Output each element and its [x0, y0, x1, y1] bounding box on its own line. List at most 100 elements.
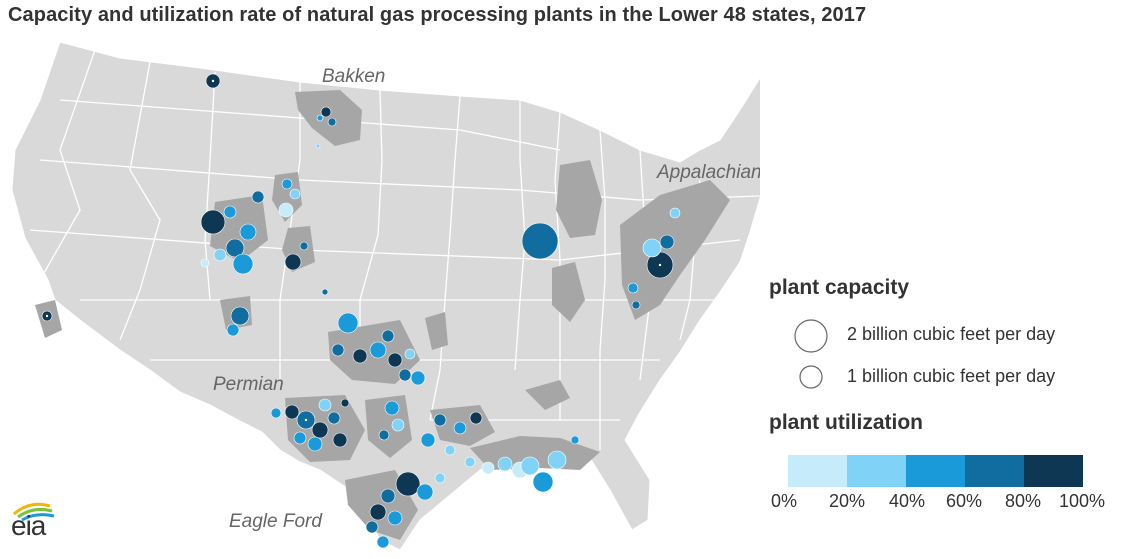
region-label-appalachian: Appalachian: [656, 162, 760, 183]
plant-marker: [281, 178, 293, 190]
map-title: Capacity and utilization rate of natural…: [8, 4, 867, 26]
plant-marker: [316, 114, 324, 122]
basin-illinois: [552, 262, 585, 322]
plant-marker: [453, 421, 467, 435]
plant-marker: [469, 411, 483, 425]
plant-marker: [420, 432, 436, 448]
eia-logo-text: eia: [11, 510, 46, 541]
plant-marker: [434, 472, 446, 484]
basin-black-warrior: [525, 380, 570, 410]
utilization-swatch: [906, 455, 965, 487]
plant-marker: [327, 411, 341, 425]
plant-marker: [365, 520, 379, 534]
legend-capacity-heading: plant capacity: [769, 276, 910, 299]
plant-marker: [381, 329, 395, 343]
capacity-circle-small: [799, 365, 823, 389]
plant-marker: [340, 398, 350, 408]
plant-marker: [284, 404, 300, 420]
plant-marker: [225, 238, 245, 258]
basin-fort-worth: [365, 395, 412, 458]
capacity-label-small: 1 billion cubic feet per day: [847, 366, 1056, 386]
plant-marker: [200, 209, 226, 235]
plant-marker: [378, 429, 390, 441]
plant-marker: [299, 241, 309, 251]
plant-marker: [331, 343, 345, 357]
basin-michigan: [556, 160, 602, 238]
plant-marker: [226, 323, 240, 337]
plant-marker: [380, 488, 396, 504]
plant-marker: [320, 106, 332, 118]
region-label-permian: Permian: [213, 374, 284, 395]
plant-marker: [327, 117, 337, 127]
utilization-tick: 40%: [889, 491, 926, 511]
plant-marker: [232, 253, 254, 275]
basin-appalachian: [620, 180, 730, 320]
plant-marker: [384, 400, 400, 416]
plant-marker: [481, 461, 495, 475]
capacity-circle-large: [794, 319, 828, 353]
basin-bakken: [295, 90, 362, 146]
plant-marker: [631, 300, 641, 310]
plant-marker: [223, 205, 237, 219]
plant-marker: [337, 312, 359, 334]
plant-marker: [464, 456, 476, 468]
plant-marker: [433, 413, 447, 427]
plant-marker: [669, 207, 681, 219]
plant-marker: [318, 398, 332, 412]
utilization-swatch: [788, 455, 847, 487]
eia-logo-icon: [13, 502, 55, 522]
utilization-swatch: [965, 455, 1024, 487]
plant-marker: [521, 222, 559, 260]
plant-marker: [352, 348, 368, 364]
plant-marker: [332, 432, 348, 448]
plant-marker: [497, 456, 513, 472]
plant-marker: [376, 535, 390, 549]
plant-marker: [369, 341, 387, 359]
plant-marker: [311, 421, 329, 439]
region-label-eagle-ford: Eagle Ford: [229, 511, 323, 532]
plant-marker: [278, 202, 294, 218]
utilization-tick: 100%: [1059, 491, 1106, 511]
utilization-swatch: [1024, 455, 1083, 487]
plant-marker: [270, 407, 282, 419]
plant-marker: [200, 258, 210, 268]
plant-marker: [387, 510, 403, 526]
plant-marker: [293, 431, 307, 445]
plant-marker: [391, 418, 405, 432]
region-label-bakken: Bakken: [322, 66, 385, 87]
plant-marker: [410, 370, 426, 386]
plant-marker: [321, 288, 329, 296]
plant-marker: [251, 190, 265, 204]
utilization-color-scale: [788, 455, 1083, 487]
utilization-tick: 60%: [946, 491, 983, 511]
basin-arkoma: [425, 312, 448, 350]
plant-marker: [239, 223, 257, 241]
plant-marker: [369, 503, 387, 521]
plant-marker: [642, 238, 662, 258]
plant-marker: [627, 282, 639, 294]
utilization-tick: 80%: [1005, 491, 1042, 511]
plant-marker: [398, 368, 412, 382]
utilization-swatch: [847, 455, 906, 487]
plant-marker: [444, 444, 456, 456]
utilization-tick: 0%: [771, 491, 798, 511]
plant-marker: [387, 352, 403, 368]
plant-marker: [532, 471, 554, 493]
plant-marker: [284, 253, 302, 271]
plant-marker: [570, 435, 580, 445]
plant-markers: [41, 73, 681, 549]
plant-marker: [289, 188, 301, 200]
us-map: Bakken Appalachian Permian Eagle Ford: [11, 41, 760, 551]
plant-marker: [315, 143, 321, 149]
plant-marker: [520, 456, 540, 476]
plant-marker: [659, 234, 675, 250]
utilization-tick: 20%: [829, 491, 866, 511]
plant-marker: [404, 348, 416, 360]
plant-marker: [213, 248, 227, 262]
plant-marker: [307, 436, 323, 452]
plant-marker: [547, 450, 567, 470]
plant-marker: [230, 306, 250, 326]
plant-center-dots: [45, 79, 662, 422]
capacity-label-large: 2 billion cubic feet per day: [847, 324, 1056, 344]
plant-marker: [395, 471, 421, 497]
